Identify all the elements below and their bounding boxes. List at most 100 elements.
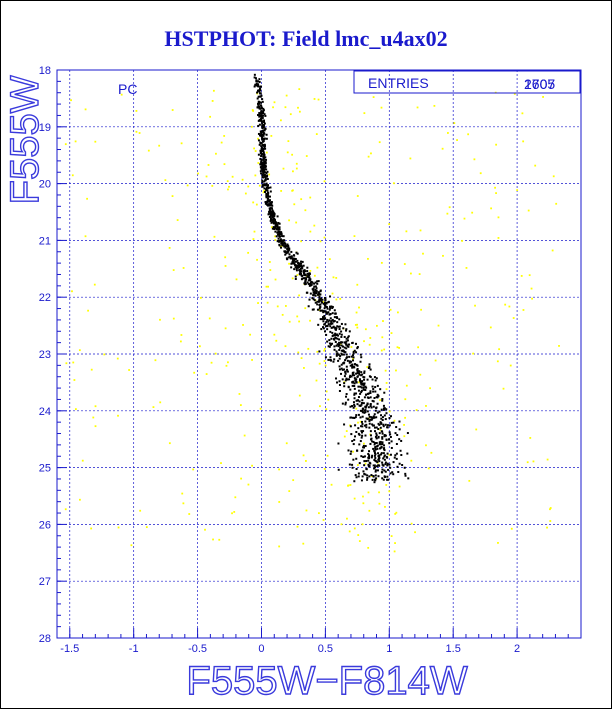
main-star-point xyxy=(257,102,260,105)
main-star-point xyxy=(261,184,264,187)
main-star-point xyxy=(377,458,380,461)
x-tick-label: 0 xyxy=(258,643,264,655)
field-star-point xyxy=(288,262,290,265)
main-star-point xyxy=(352,350,355,353)
main-star-point xyxy=(263,119,266,122)
main-star-point xyxy=(390,446,393,449)
field-star-point xyxy=(410,522,413,525)
field-star-point xyxy=(247,251,250,254)
main-star-point xyxy=(384,434,387,437)
main-star-point xyxy=(370,437,373,440)
main-star-point xyxy=(261,98,264,101)
main-star-point xyxy=(274,225,277,228)
main-star-point xyxy=(256,83,259,86)
field-star-point xyxy=(272,106,274,109)
main-star-point xyxy=(276,226,279,229)
main-star-point xyxy=(380,452,383,455)
main-star-point xyxy=(260,105,263,108)
main-star-point xyxy=(263,129,266,132)
main-star-point xyxy=(313,282,316,285)
main-star-point xyxy=(327,301,330,304)
main-star-point xyxy=(304,281,307,284)
main-star-point xyxy=(375,445,378,448)
main-star-point xyxy=(291,260,294,263)
main-star-point xyxy=(351,364,354,367)
field-star-point xyxy=(531,297,533,300)
field-star-point xyxy=(318,362,321,365)
main-star-point xyxy=(344,323,347,326)
main-star-point xyxy=(374,470,377,473)
main-star-point xyxy=(268,215,271,218)
main-star-point xyxy=(355,363,358,366)
main-star-point xyxy=(392,421,395,424)
main-star-point xyxy=(264,156,267,159)
main-star-point xyxy=(389,453,392,456)
main-star-point xyxy=(339,341,342,344)
main-star-point xyxy=(350,450,353,453)
main-star-point xyxy=(382,447,385,450)
main-star-point xyxy=(324,325,327,328)
field-star-point xyxy=(65,362,68,365)
main-star-point xyxy=(263,173,266,176)
main-star-point xyxy=(263,153,266,156)
field-stars-points xyxy=(64,88,560,553)
main-star-point xyxy=(342,362,345,365)
main-star-point xyxy=(259,104,262,107)
main-star-point xyxy=(381,437,384,440)
main-star-point xyxy=(324,310,327,313)
field-star-point xyxy=(532,460,535,463)
field-star-point xyxy=(530,287,533,290)
field-star-point xyxy=(376,324,378,327)
main-star-point xyxy=(363,371,366,374)
main-star-point xyxy=(319,297,322,300)
field-star-point xyxy=(522,140,525,143)
y-tick-label: 24 xyxy=(39,406,51,418)
field-star-point xyxy=(471,211,474,214)
main-star-point xyxy=(293,254,296,257)
main-star-point xyxy=(260,142,263,145)
main-star-point xyxy=(343,341,346,344)
main-star-point xyxy=(286,251,289,254)
main-star-point xyxy=(363,409,366,412)
main-star-point xyxy=(344,372,347,375)
field-star-point xyxy=(274,239,277,241)
main-star-point xyxy=(279,232,282,235)
main-star-point xyxy=(352,365,355,368)
main-star-point xyxy=(278,235,281,238)
main-star-point xyxy=(334,328,337,331)
main-star-point xyxy=(263,183,266,186)
field-star-point xyxy=(172,317,175,320)
field-star-point xyxy=(74,408,77,411)
main-star-point xyxy=(380,453,383,456)
field-star-point xyxy=(513,92,516,95)
main-star-point xyxy=(326,340,329,343)
field-star-point xyxy=(213,235,216,238)
field-star-point xyxy=(298,294,301,297)
main-star-point xyxy=(263,160,266,163)
main-star-point xyxy=(276,215,279,218)
main-star-point xyxy=(365,460,368,463)
main-star-point xyxy=(366,418,369,421)
main-star-point xyxy=(377,452,380,455)
main-star-point xyxy=(265,186,268,189)
main-star-point xyxy=(338,357,341,360)
main-star-point xyxy=(368,422,371,425)
main-star-point xyxy=(317,300,320,303)
main-star-point xyxy=(343,375,346,378)
main-star-point xyxy=(333,338,336,341)
field-star-point xyxy=(393,550,396,553)
main-star-point xyxy=(329,317,332,320)
main-star-point xyxy=(264,162,267,165)
main-star-point xyxy=(344,401,347,404)
main-star-point xyxy=(359,353,362,356)
main-star-point xyxy=(367,465,370,468)
main-star-point xyxy=(283,239,286,242)
main-star-point xyxy=(318,350,321,353)
main-star-point xyxy=(344,370,347,373)
main-star-point xyxy=(354,363,357,366)
field-star-point xyxy=(94,405,97,408)
main-star-point xyxy=(334,334,337,337)
main-star-point xyxy=(360,371,363,374)
field-star-point xyxy=(168,442,171,445)
field-star-point xyxy=(305,509,308,512)
